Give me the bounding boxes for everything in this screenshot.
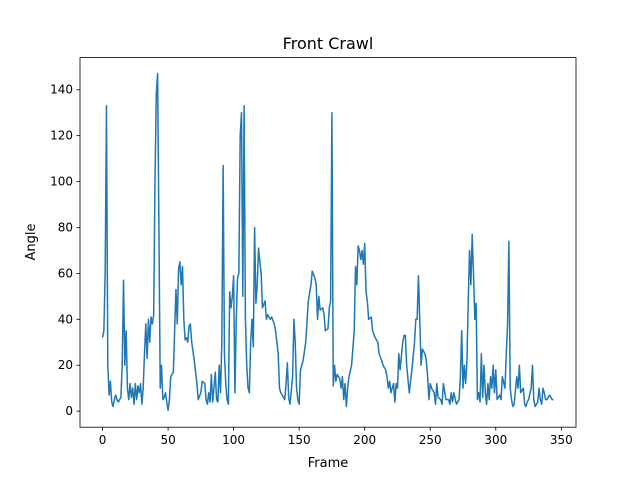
- x-tick-label: 0: [99, 433, 107, 447]
- y-tick-label: 80: [58, 220, 73, 234]
- y-axis-label: Angle: [24, 224, 39, 261]
- y-tick-label: 140: [50, 83, 73, 97]
- y-tick-label: 20: [58, 358, 73, 372]
- y-tick-label: 0: [65, 404, 73, 418]
- x-tick-label: 250: [419, 433, 442, 447]
- x-axis-label: Frame: [308, 456, 349, 471]
- x-tick-label: 350: [550, 433, 573, 447]
- x-tick-label: 150: [288, 433, 311, 447]
- plot-frame: [79, 57, 577, 428]
- x-tick-label: 200: [353, 433, 376, 447]
- data-line: [101, 72, 554, 412]
- x-tick-label: 100: [222, 433, 245, 447]
- chart-title: Front Crawl: [283, 34, 374, 53]
- y-tick-label: 40: [58, 312, 73, 326]
- y-tick-label: 100: [50, 175, 73, 189]
- y-tick-label: 60: [58, 266, 73, 280]
- y-tick-label: 120: [50, 129, 73, 143]
- x-tick-label: 50: [160, 433, 175, 447]
- x-tick-label: 300: [484, 433, 507, 447]
